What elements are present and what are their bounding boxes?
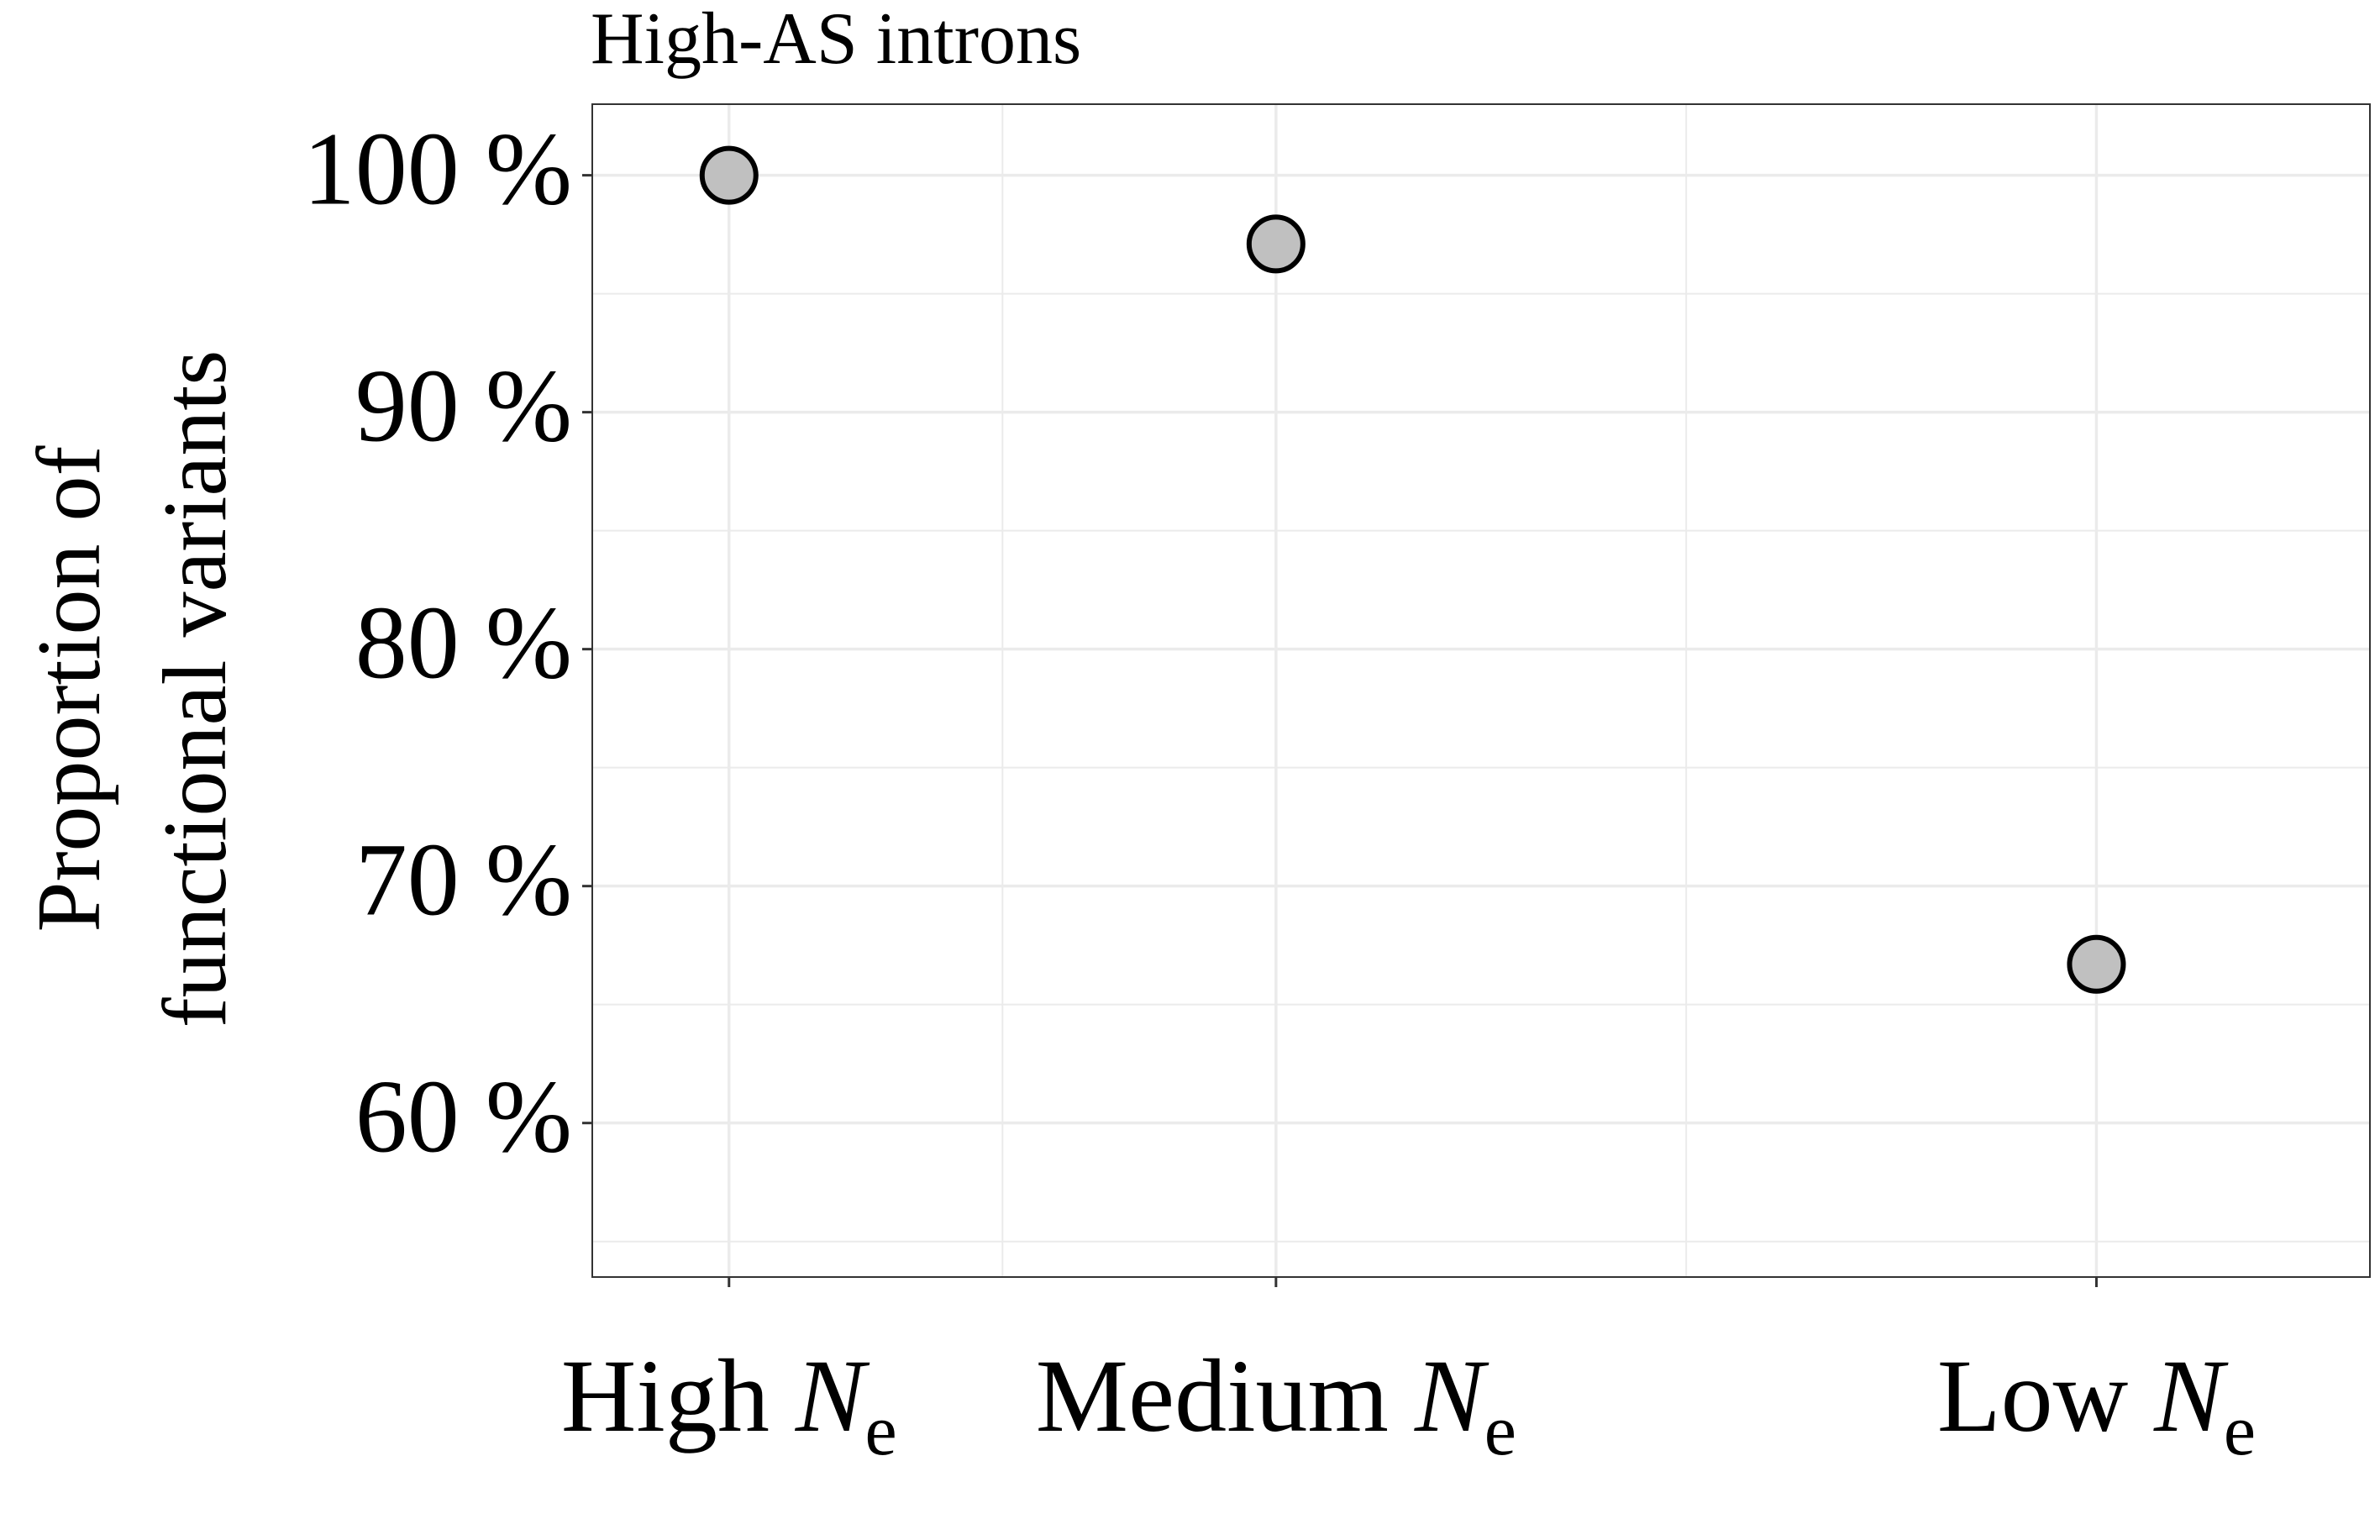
x-tick-label: Low Ne — [1937, 1338, 2256, 1470]
plot-panel-border — [591, 103, 2371, 1278]
chart-title: High-AS introns — [591, 0, 1081, 80]
x-tick-label: High Ne — [561, 1338, 897, 1470]
data-point — [699, 145, 759, 205]
data-point — [1246, 214, 1306, 274]
data-point — [2067, 934, 2126, 994]
y-tick-label: 100 % — [303, 112, 572, 227]
y-axis-ticks: 60 % 70 % 80 % 90 % 100 % — [303, 112, 592, 1175]
x-tick-label: Medium Ne — [1036, 1338, 1516, 1470]
grid-lines — [592, 104, 2370, 1277]
y-tick-label: 70 % — [355, 823, 572, 938]
y-tick-label: 90 % — [355, 349, 572, 464]
y-tick-label: 60 % — [355, 1059, 572, 1175]
y-tick-label: 80 % — [355, 586, 572, 701]
y-axis-label-line-1: Proportion of — [19, 445, 119, 932]
data-points — [699, 145, 2126, 994]
y-axis-label-line-2: functional variants — [145, 350, 245, 1028]
x-axis-ticks: High Ne Medium Ne Low Ne — [561, 1277, 2256, 1470]
